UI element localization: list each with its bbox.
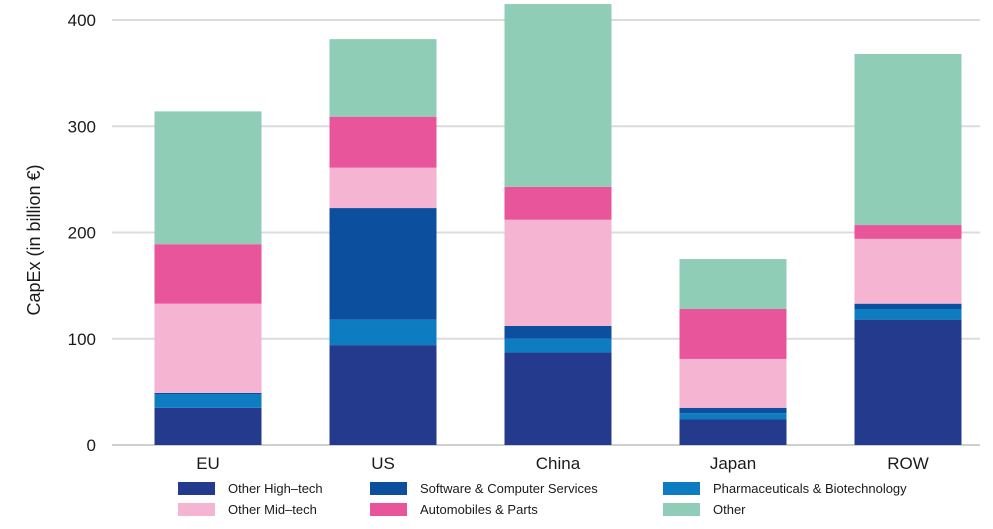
bar-stack-row: [854, 54, 962, 445]
x-tick-label: ROW: [887, 454, 929, 473]
y-axis-label: CapEx (in billion €): [24, 164, 44, 315]
bar-segment: [679, 309, 787, 359]
bar-segment: [504, 4, 612, 187]
bar-segment: [154, 394, 262, 408]
legend-swatch: [663, 503, 700, 516]
y-tick-label: 100: [68, 330, 96, 349]
bar-segment: [329, 39, 437, 117]
bar-segment: [679, 259, 787, 309]
bar-segment: [329, 319, 437, 346]
legend-label: Pharmaceuticals & Biotechnology: [713, 481, 907, 496]
bar-segment: [854, 54, 962, 226]
bar-segment: [504, 186, 612, 220]
bar-segment: [154, 407, 262, 445]
legend-swatch: [178, 482, 215, 495]
legend-swatch: [178, 503, 215, 516]
bar-segment: [504, 338, 612, 353]
bar-segment: [154, 303, 262, 393]
bar-segment: [154, 392, 262, 394]
y-tick-label: 400: [68, 11, 96, 30]
bar-segment: [854, 225, 962, 239]
legend-label: Other: [713, 502, 746, 517]
bar-segment: [679, 358, 787, 408]
legend-item: Pharmaceuticals & Biotechnology: [663, 481, 907, 496]
x-tick-label: China: [536, 454, 581, 473]
bar-segment: [854, 238, 962, 304]
legend-item: Software & Computer Services: [370, 481, 598, 496]
legend-label: Automobiles & Parts: [420, 502, 538, 517]
legend-label: Other High–tech: [228, 481, 323, 496]
bar-stack-japan: [679, 259, 787, 445]
x-axis-ticks: EU US China Japan ROW: [196, 454, 929, 473]
legend: Other High–tech Software & Computer Servi…: [178, 481, 907, 517]
bar-segment: [329, 208, 437, 320]
bar-stack-china: [504, 4, 612, 445]
legend-label: Software & Computer Services: [420, 481, 598, 496]
bar-segment: [329, 167, 437, 209]
bar-segment: [679, 407, 787, 414]
bar-segment: [854, 309, 962, 320]
bar-segment: [329, 116, 437, 168]
x-tick-label: Japan: [710, 454, 756, 473]
bar-stack-us: [329, 39, 437, 445]
bar-segment: [154, 244, 262, 304]
bars: [154, 4, 962, 445]
legend-swatch: [370, 482, 407, 495]
bar-segment: [854, 319, 962, 445]
legend-swatch: [370, 503, 407, 516]
y-tick-label: 0: [87, 436, 96, 455]
bar-segment: [679, 413, 787, 420]
bar-segment: [504, 326, 612, 339]
x-tick-label: EU: [196, 454, 220, 473]
bar-segment: [504, 352, 612, 445]
legend-swatch: [663, 482, 700, 495]
y-tick-label: 200: [68, 224, 96, 243]
legend-item: Automobiles & Parts: [370, 502, 538, 517]
bar-segment: [679, 419, 787, 445]
bar-segment: [154, 111, 262, 245]
bar-segment: [329, 345, 437, 445]
legend-label: Other Mid–tech: [228, 502, 317, 517]
legend-item: Other Mid–tech: [178, 502, 317, 517]
legend-item: Other High–tech: [178, 481, 323, 496]
legend-item: Other: [663, 502, 746, 517]
x-tick-label: US: [371, 454, 395, 473]
y-axis-ticks: 0 100 200 300 400: [68, 11, 96, 455]
bar-segment: [854, 303, 962, 309]
bar-stack-eu: [154, 111, 262, 445]
y-tick-label: 300: [68, 117, 96, 136]
bar-segment: [504, 219, 612, 326]
